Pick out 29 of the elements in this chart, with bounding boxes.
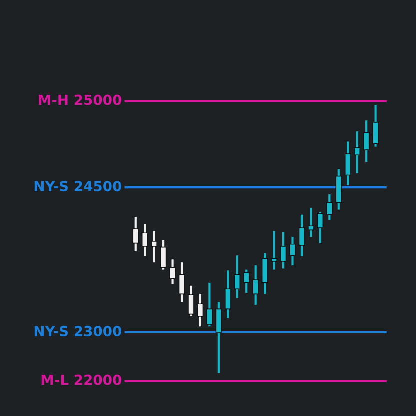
ref-line-label: M-H 25000 [39, 94, 122, 106]
candlestick [298, 214, 306, 258]
candlestick [206, 282, 213, 328]
candlestick [308, 206, 314, 238]
candlestick [243, 268, 250, 294]
candlestick [344, 140, 352, 186]
candlestick [160, 239, 167, 271]
candlestick [280, 230, 287, 270]
candlestick [142, 222, 148, 258]
candlestick [326, 193, 333, 222]
candlestick [216, 301, 222, 374]
ref-line-label: NY-S 23000 [34, 326, 122, 337]
candlestick [271, 230, 278, 271]
candlestick [234, 254, 241, 300]
ref-line-label: M-L 22000 [42, 374, 122, 386]
candlestick [290, 236, 296, 267]
candlestick [188, 284, 194, 318]
candlestick [170, 258, 176, 286]
candlestick [354, 130, 361, 174]
candlestick [252, 264, 260, 306]
candlestick [197, 293, 204, 328]
candlestick [178, 262, 186, 304]
candlestick [224, 270, 232, 320]
candlestick [372, 104, 379, 148]
candlestick [151, 230, 158, 264]
candlestick [132, 216, 140, 252]
ref-line-label: NY-S 24500 [34, 181, 122, 192]
candlestick [363, 120, 370, 164]
candlestick [317, 210, 324, 244]
